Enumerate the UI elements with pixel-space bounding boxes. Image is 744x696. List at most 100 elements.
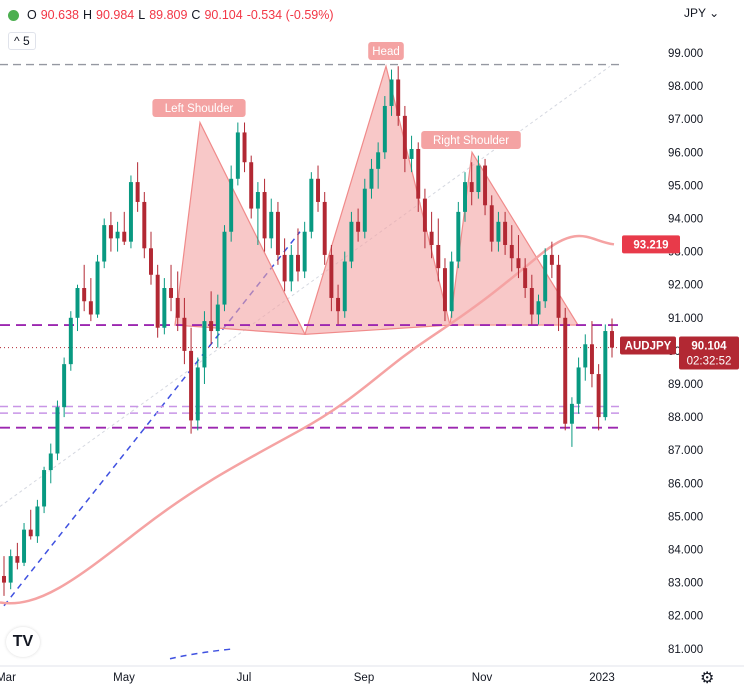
candle-body [489, 205, 494, 242]
candle-body [209, 321, 214, 332]
annotation-label: Left Shoulder [165, 103, 234, 115]
candle-body [162, 288, 167, 328]
open-label: O [27, 8, 37, 22]
candle-body [442, 268, 447, 312]
y-tick-label: 95.000 [668, 180, 703, 192]
candle-body [543, 254, 548, 302]
candle-body [409, 148, 414, 159]
candle-body [369, 168, 374, 189]
annotation-label: Right Shoulder [433, 135, 509, 147]
annotation-label: Head [372, 46, 400, 58]
candle-body [108, 225, 113, 239]
ma-value-label: 93.219 [633, 239, 668, 251]
close-label: C [191, 8, 201, 22]
candle-body [242, 132, 247, 163]
ohlc-legend: O 90.638 H 90.984 L 89.809 C 90.104 -0.534 (… [8, 8, 334, 22]
candle-body [322, 201, 327, 255]
high-value: 90.984 [96, 8, 135, 22]
candle-body [262, 192, 267, 239]
candle-body [362, 188, 367, 232]
candle-body [523, 268, 528, 289]
candle-body [15, 556, 20, 563]
change-value: -0.534 (-0.59%) [246, 8, 334, 22]
y-tick-label: 84.000 [668, 545, 703, 557]
candle-body [48, 453, 53, 471]
candle-body [536, 301, 541, 315]
trendline-bottom [169, 648, 235, 660]
x-tick-label: Sep [354, 672, 374, 684]
candle-body [436, 244, 441, 269]
low-label: L [138, 8, 146, 22]
candle-body [483, 165, 488, 206]
candle-body [509, 244, 514, 259]
candle-body [563, 317, 568, 424]
candle-body [476, 165, 481, 193]
candle-body [62, 364, 67, 408]
last-price-label: 90.104 [691, 340, 727, 352]
candle-body [255, 192, 260, 209]
x-tick-label: Nov [472, 672, 493, 684]
candle-body [128, 182, 133, 242]
candle-body [155, 274, 160, 328]
symbol-tag [620, 336, 676, 355]
candle-body [289, 254, 294, 282]
candle-body [189, 350, 194, 421]
y-tick-label: 81.000 [668, 644, 703, 656]
gear-icon[interactable]: ⚙ [700, 670, 715, 687]
candle-body [135, 182, 140, 202]
candle-body [169, 288, 174, 298]
currency-selector[interactable]: JPY ⌄ [684, 6, 719, 20]
candle-body [356, 221, 361, 232]
candle-body [142, 201, 147, 249]
y-tick-label: 87.000 [668, 445, 703, 457]
y-tick-label: 82.000 [668, 611, 703, 623]
candle-body [42, 470, 47, 507]
candle-body [382, 105, 387, 153]
symbol-label: AUDJPY [625, 340, 672, 352]
currency-label: JPY [684, 6, 706, 20]
candle-body [35, 506, 40, 537]
indicator-toggle[interactable]: ^ 5 [8, 32, 36, 50]
candle-body [75, 288, 80, 318]
market-status-icon [8, 9, 19, 21]
candle-body [342, 261, 347, 312]
candle-body [88, 301, 93, 315]
candle-body [589, 344, 594, 375]
candle-body [95, 261, 100, 315]
candle-body [282, 254, 287, 282]
y-tick-label: 98.000 [668, 81, 703, 93]
candle-body [8, 556, 13, 583]
candle-body [195, 367, 200, 421]
left-shoulder-pattern [174, 120, 307, 336]
y-tick-label: 89.000 [668, 379, 703, 391]
candle-body [516, 258, 521, 269]
annotation-label-bg [152, 99, 246, 117]
y-tick-label: 83.000 [668, 578, 703, 590]
tradingview-logo-icon[interactable]: TV [6, 627, 40, 657]
candle-body [349, 221, 354, 262]
candle-body [329, 254, 334, 298]
candle-body [175, 297, 180, 318]
candle-body [149, 248, 153, 275]
indicator-count: 5 [22, 34, 30, 48]
last-price-tag [679, 336, 739, 370]
moving-average-line [0, 234, 615, 605]
y-tick-label: 85.000 [668, 511, 703, 523]
candle-body [102, 225, 107, 262]
candle-body [529, 288, 534, 315]
y-tick-label: 94.000 [668, 214, 703, 226]
candle-body [182, 317, 187, 351]
candle-body [496, 221, 501, 242]
y-tick-label: 99.000 [668, 48, 703, 60]
countdown-label: 02:32:52 [687, 355, 732, 367]
candle-body [275, 211, 280, 255]
candle-body [503, 221, 508, 245]
y-tick-label: 96.000 [668, 147, 703, 159]
candle-body [55, 407, 60, 454]
candle-body [309, 178, 314, 232]
candle-body [549, 254, 554, 265]
candle-body [556, 264, 561, 318]
chevron-down-icon: ⌄ [709, 6, 720, 20]
candle-body [122, 231, 127, 242]
